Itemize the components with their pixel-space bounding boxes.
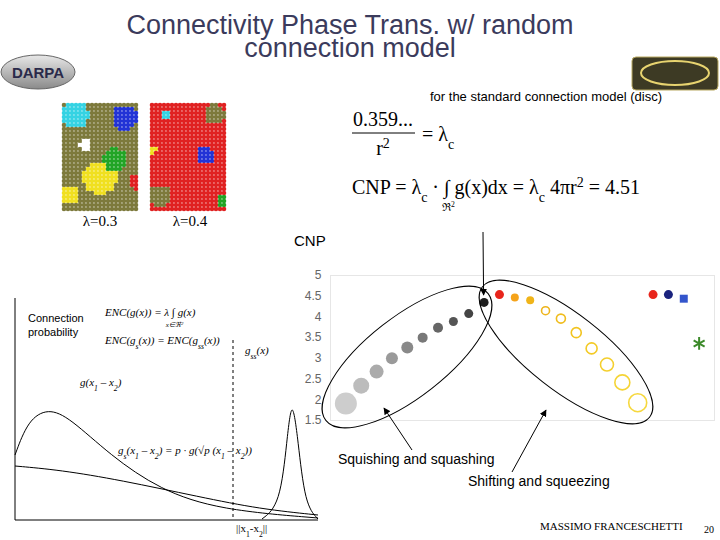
- svg-text:3: 3: [315, 351, 322, 365]
- svg-text:gs(x1 – x2) = p · g(√p (x1 – x: gs(x1 – x2) = p · g(√p (x1 – x2)): [118, 444, 252, 461]
- svg-text:||x1-x2||: ||x1-x2||: [236, 522, 267, 539]
- svg-text:0.359...: 0.359...: [353, 108, 413, 130]
- svg-text:1.5: 1.5: [305, 413, 322, 427]
- svg-text:MASSIMO FRANCESCHETTI: MASSIMO FRANCESCHETTI: [540, 520, 683, 532]
- svg-text:CNP: CNP: [294, 232, 326, 249]
- svg-text:Squishing and squashing: Squishing and squashing: [338, 451, 494, 467]
- svg-text:= λc: = λc: [422, 123, 454, 152]
- svg-text:2: 2: [315, 393, 322, 407]
- svg-text:4.5: 4.5: [305, 289, 322, 303]
- svg-text:ENC(g(x)) = λ ∫ g(x): ENC(g(x)) = λ ∫ g(x): [104, 306, 196, 319]
- svg-text:5: 5: [315, 268, 322, 282]
- svg-text:g(x1 – x2): g(x1 – x2): [80, 376, 122, 393]
- svg-text:DARPA: DARPA: [12, 64, 64, 81]
- html-text:Connectivity Phase Trans. w/ r: Connectivity Phase Trans. w/ random conn…: [126, 10, 574, 63]
- svg-text:λ=0.4: λ=0.4: [173, 213, 208, 229]
- svg-text:λ=0.3: λ=0.3: [83, 213, 117, 229]
- svg-text:3.5: 3.5: [305, 330, 322, 344]
- svg-text:Shifting and squeezing: Shifting and squeezing: [468, 473, 610, 489]
- svg-text:probability: probability: [28, 326, 79, 338]
- svg-text:4: 4: [315, 310, 322, 324]
- svg-text:20: 20: [704, 524, 714, 535]
- svg-text:Connection: Connection: [28, 312, 84, 324]
- svg-text:x∈ℜ2: x∈ℜ2: [165, 321, 184, 330]
- svg-text:2.5: 2.5: [305, 372, 322, 386]
- svg-text:gss(x): gss(x): [245, 344, 269, 361]
- svg-text:r2: r2: [376, 136, 390, 160]
- svg-text:ENC(gs(x)) = ENC(gss(x)): ENC(gs(x)) = ENC(gss(x)): [104, 334, 220, 351]
- svg-text:CNP = λc · ∫ g(x)dx = λc 4πr2: CNP = λc · ∫ g(x)dx = λc 4πr2 = 4.51: [352, 175, 640, 205]
- svg-text:ℜ2: ℜ2: [442, 200, 455, 214]
- svg-text:for the standard connection mo: for the standard connection model (disc): [430, 89, 662, 104]
